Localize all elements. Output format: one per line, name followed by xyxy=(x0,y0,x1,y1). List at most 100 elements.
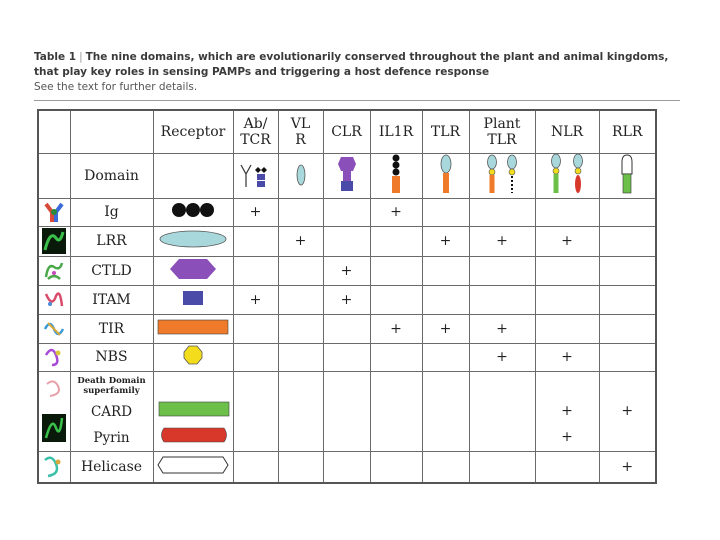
table-cell xyxy=(322,450,371,484)
table-row: NBS + + xyxy=(37,342,657,372)
table-cell xyxy=(277,284,324,315)
caption-note: See the text for further details. xyxy=(34,81,198,93)
column-header: TLR xyxy=(421,109,470,154)
column-header: IL1R xyxy=(369,109,423,154)
table-cell xyxy=(598,225,657,257)
table-cell xyxy=(421,370,470,452)
table-cell xyxy=(534,255,600,286)
table-cell: + xyxy=(232,284,279,315)
table-cell: + xyxy=(468,342,536,372)
table-row: CTLD + xyxy=(37,255,657,286)
domain-symbol-helicase xyxy=(152,450,234,484)
table-cell: + xyxy=(468,225,536,257)
table-cell xyxy=(598,342,657,372)
table-cell xyxy=(322,197,371,227)
structure-thumbnail xyxy=(37,284,71,315)
domain-label-lrr: LRR xyxy=(69,225,154,257)
structure-thumbnail xyxy=(37,450,71,484)
corner-cell xyxy=(69,109,154,154)
column-header: RLR xyxy=(598,109,657,154)
tir-domain-symbol xyxy=(157,319,229,334)
column-header: Ab/TCR xyxy=(232,109,279,154)
column-header: Plant TLR xyxy=(468,109,536,154)
table-cell: + xyxy=(277,225,324,257)
ig-structure-icon xyxy=(44,202,64,222)
table-cell xyxy=(534,284,600,315)
domain-symbol-ig xyxy=(152,197,234,227)
table-cell xyxy=(277,370,324,452)
death-domain-symbols xyxy=(152,370,234,452)
receptor-diagram-rlr xyxy=(598,152,657,199)
domain-symbol-nbs xyxy=(152,342,234,372)
table-cell xyxy=(421,284,470,315)
domain-symbol-itam xyxy=(152,284,234,315)
table-cell xyxy=(468,197,536,227)
table-cell xyxy=(598,255,657,286)
receptor-diagram-nlr xyxy=(534,152,600,199)
caption-separator: | xyxy=(79,51,83,63)
helicase-structure-icon xyxy=(44,456,61,477)
rlr-receptor-icon xyxy=(621,154,633,193)
table-cell xyxy=(369,370,423,452)
table-cell xyxy=(277,342,324,372)
structure-thumbnail xyxy=(37,197,71,227)
domain-label-itam: ITAM xyxy=(69,284,154,315)
column-header: VL R xyxy=(277,109,324,154)
structure-thumbnail xyxy=(37,370,71,452)
table-cell xyxy=(232,450,279,484)
table-cell xyxy=(322,313,371,344)
table-cell xyxy=(468,255,536,286)
domain-label-helicase: Helicase xyxy=(69,450,154,484)
nbs-structure-icon xyxy=(45,348,61,367)
table-cell xyxy=(322,225,371,257)
receptor-diagram-ab-tcr xyxy=(232,152,279,199)
table-cell: + xyxy=(598,370,657,452)
corner-cell xyxy=(37,152,71,199)
table-cell xyxy=(277,450,324,484)
tlr-receptor-icon xyxy=(440,154,451,193)
column-header-line: TLR xyxy=(487,131,517,148)
table-cell xyxy=(468,284,536,315)
table-cell xyxy=(277,197,324,227)
table-cell: + xyxy=(421,313,470,344)
lrr-structure-icon xyxy=(42,228,67,254)
death-domain-row: Death Domain superfamily CARD Pyrin + + + xyxy=(37,370,657,452)
table-cell xyxy=(421,255,470,286)
table-row: Helicase + xyxy=(37,450,657,484)
table-cell xyxy=(232,370,279,452)
table-cell xyxy=(369,284,423,315)
vlr-receptor-icon xyxy=(296,164,305,185)
superfamily-line: Death Domain xyxy=(77,375,146,386)
table-cell xyxy=(322,342,371,372)
receptor-diagram-tlr xyxy=(421,152,470,199)
domain-label-nbs: NBS xyxy=(69,342,154,372)
plant-tlr-receptor-icon xyxy=(487,154,517,193)
empty-cell xyxy=(152,152,234,199)
table-cell: + xyxy=(468,313,536,344)
table-cell xyxy=(369,342,423,372)
table-cell xyxy=(421,197,470,227)
domain-label-card: CARD xyxy=(90,403,133,420)
table-cell: + xyxy=(534,342,600,372)
column-header: CLR xyxy=(322,109,371,154)
receptor-diagram-plant-tlr xyxy=(468,152,536,199)
table-cell xyxy=(277,255,324,286)
domain-header: Domain xyxy=(69,152,154,199)
domain-label-ig: Ig xyxy=(69,197,154,227)
receptor-diagram-vlr xyxy=(277,152,324,199)
domain-symbol-lrr xyxy=(152,225,234,257)
card-domain-symbol xyxy=(158,401,229,416)
caption-divider xyxy=(34,100,680,101)
table-cell xyxy=(369,255,423,286)
corner-cell xyxy=(37,109,71,154)
itam-domain-symbol xyxy=(183,290,203,305)
table-cell xyxy=(534,313,600,344)
table-cell xyxy=(232,342,279,372)
table-cell: + xyxy=(232,197,279,227)
column-header-line: RLR xyxy=(612,123,643,140)
caption-title: The nine domains, which are evolutionari… xyxy=(34,51,669,78)
structure-thumbnail xyxy=(37,313,71,344)
receptor-diagram-il1r xyxy=(369,152,423,199)
domain-diagram-row: Domain xyxy=(37,152,657,199)
nlr-receptor-icon xyxy=(551,154,583,193)
